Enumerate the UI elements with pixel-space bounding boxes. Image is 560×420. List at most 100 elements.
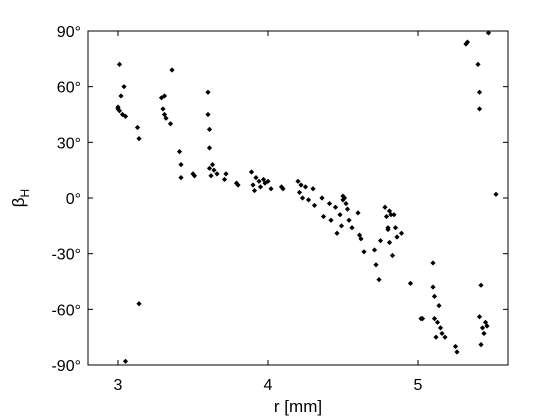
data-point bbox=[328, 217, 334, 223]
data-point bbox=[302, 184, 309, 190]
data-point bbox=[122, 113, 129, 119]
x-tick-label: 3 bbox=[114, 377, 123, 394]
data-point bbox=[478, 341, 484, 348]
plot-frame bbox=[87, 30, 509, 366]
data-point bbox=[298, 182, 304, 188]
y-tick-label: 30° bbox=[57, 135, 81, 152]
data-point bbox=[320, 213, 327, 220]
data-point bbox=[344, 206, 351, 212]
data-point bbox=[235, 182, 241, 188]
data-point bbox=[205, 111, 211, 118]
data-point bbox=[334, 230, 340, 236]
data-point bbox=[295, 178, 301, 184]
data-point bbox=[386, 208, 393, 214]
data-point bbox=[386, 239, 393, 246]
data-point bbox=[296, 189, 303, 196]
data-point bbox=[349, 225, 355, 231]
data-point bbox=[178, 162, 184, 168]
data-point bbox=[377, 238, 384, 244]
data-point bbox=[248, 169, 255, 175]
data-point bbox=[265, 178, 271, 184]
data-point bbox=[338, 223, 345, 229]
data-point bbox=[178, 174, 184, 181]
data-point bbox=[389, 252, 396, 259]
data-point bbox=[223, 171, 229, 177]
data-point bbox=[311, 202, 318, 209]
data-point bbox=[475, 61, 481, 67]
data-point bbox=[430, 260, 436, 266]
y-axis-label: βH bbox=[9, 189, 32, 207]
data-point bbox=[361, 249, 367, 255]
data-point bbox=[136, 301, 142, 307]
data-point bbox=[205, 89, 211, 95]
data-point bbox=[191, 173, 198, 179]
data-point bbox=[439, 330, 445, 337]
data-point bbox=[358, 236, 364, 242]
data-point bbox=[251, 187, 258, 194]
data-point bbox=[160, 106, 166, 112]
data-point bbox=[161, 93, 168, 99]
data-point bbox=[169, 67, 175, 73]
data-point bbox=[118, 93, 124, 99]
data-point bbox=[478, 282, 484, 288]
data-point bbox=[206, 145, 213, 151]
data-point bbox=[431, 316, 438, 322]
data-point bbox=[122, 358, 129, 364]
data-point bbox=[436, 303, 442, 309]
data-point bbox=[136, 136, 142, 142]
data-point bbox=[319, 195, 325, 201]
data-point bbox=[163, 115, 169, 121]
data-point bbox=[493, 191, 499, 197]
data-point bbox=[268, 186, 274, 192]
data-point bbox=[119, 111, 126, 118]
data-point bbox=[299, 195, 306, 201]
y-axis-label-subscript: H bbox=[18, 189, 32, 198]
data-point bbox=[341, 195, 348, 201]
data-point bbox=[211, 167, 217, 173]
data-points bbox=[115, 30, 499, 364]
data-point bbox=[484, 323, 490, 329]
data-point bbox=[388, 212, 394, 218]
data-point bbox=[167, 121, 174, 127]
data-point bbox=[260, 176, 267, 183]
data-point bbox=[407, 280, 414, 286]
data-point bbox=[256, 178, 262, 184]
data-point bbox=[383, 213, 390, 220]
data-point bbox=[419, 316, 426, 322]
data-point bbox=[116, 61, 123, 67]
data-point bbox=[376, 277, 382, 283]
data-point bbox=[479, 325, 486, 331]
data-point bbox=[176, 149, 183, 155]
data-point bbox=[257, 184, 264, 190]
data-point bbox=[482, 319, 489, 325]
tick-labels: 3 4 5 90° 60° 30° 0° -30° -60° -90° bbox=[51, 24, 422, 394]
data-point bbox=[214, 171, 220, 177]
data-point bbox=[452, 343, 459, 350]
data-point bbox=[454, 349, 460, 355]
data-point bbox=[437, 325, 444, 331]
data-point bbox=[337, 212, 343, 218]
data-point bbox=[343, 200, 349, 207]
y-axis-label-main: β bbox=[9, 197, 28, 207]
data-point bbox=[394, 234, 400, 240]
data-point bbox=[485, 30, 492, 36]
data-point bbox=[305, 197, 312, 203]
x-tick-label: 5 bbox=[414, 377, 423, 394]
data-point bbox=[121, 84, 127, 90]
data-point bbox=[221, 176, 228, 183]
data-point bbox=[356, 232, 363, 238]
x-axis-label: r [mm] bbox=[274, 397, 322, 416]
data-point bbox=[116, 108, 123, 114]
y-tick-label: -30° bbox=[51, 247, 81, 264]
data-point bbox=[206, 165, 213, 171]
y-tick-label: 60° bbox=[57, 80, 81, 97]
data-point bbox=[326, 200, 333, 207]
ticks bbox=[88, 30, 508, 366]
data-point bbox=[373, 262, 379, 268]
y-tick-label: -90° bbox=[51, 358, 81, 375]
data-point bbox=[371, 247, 378, 253]
data-point bbox=[208, 173, 214, 179]
data-point bbox=[134, 124, 141, 131]
data-point bbox=[346, 217, 352, 223]
